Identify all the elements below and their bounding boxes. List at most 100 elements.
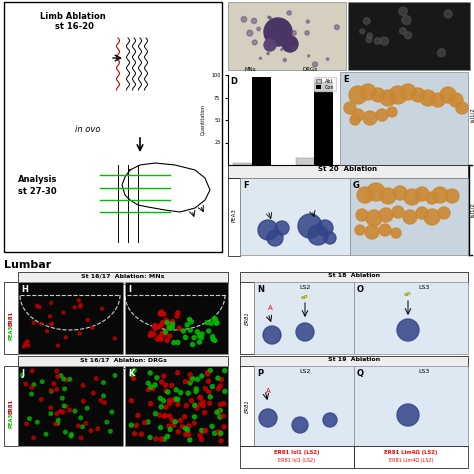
Circle shape (68, 409, 72, 412)
Circle shape (52, 382, 55, 385)
Circle shape (183, 380, 187, 383)
Circle shape (200, 428, 204, 432)
Circle shape (380, 188, 396, 204)
Circle shape (200, 438, 203, 441)
Circle shape (46, 329, 48, 333)
Text: ER81 Isl1 (LS2): ER81 Isl1 (LS2) (279, 458, 316, 463)
Circle shape (366, 210, 382, 226)
Circle shape (159, 437, 164, 441)
Circle shape (50, 301, 53, 304)
Circle shape (56, 419, 60, 422)
Circle shape (415, 187, 429, 201)
Circle shape (176, 311, 180, 315)
Circle shape (281, 49, 283, 51)
Circle shape (176, 371, 180, 374)
Circle shape (64, 336, 67, 339)
Circle shape (292, 417, 308, 433)
Text: ER81 Lim4Ω (LS2): ER81 Lim4Ω (LS2) (384, 450, 438, 455)
Circle shape (149, 331, 153, 335)
Circle shape (113, 374, 117, 377)
Circle shape (188, 318, 191, 321)
Circle shape (391, 228, 401, 238)
Bar (354, 366, 468, 446)
Circle shape (105, 420, 109, 424)
Circle shape (205, 320, 209, 325)
Text: H: H (21, 285, 28, 294)
Circle shape (84, 421, 88, 425)
Bar (254, 282, 354, 354)
Circle shape (308, 55, 310, 57)
Circle shape (251, 18, 256, 24)
Circle shape (366, 37, 372, 43)
Bar (125, 366, 228, 446)
Circle shape (360, 29, 365, 34)
Circle shape (264, 39, 276, 51)
Circle shape (449, 93, 463, 107)
Circle shape (146, 420, 150, 424)
Circle shape (183, 427, 188, 430)
Circle shape (164, 330, 167, 334)
Circle shape (153, 325, 156, 329)
Circle shape (202, 429, 206, 433)
Text: LS3: LS3 (419, 369, 430, 374)
Circle shape (356, 209, 368, 221)
Circle shape (64, 430, 67, 434)
Circle shape (170, 383, 173, 388)
Circle shape (305, 31, 309, 35)
Circle shape (215, 321, 219, 325)
Circle shape (184, 404, 188, 408)
Circle shape (214, 321, 219, 325)
Circle shape (195, 406, 199, 410)
Circle shape (179, 391, 182, 394)
Circle shape (210, 384, 214, 389)
Circle shape (203, 428, 208, 432)
Circle shape (79, 416, 82, 419)
Circle shape (312, 62, 318, 67)
Circle shape (173, 420, 177, 424)
Bar (18, 366, 123, 446)
Circle shape (292, 46, 295, 50)
Text: PEA3: PEA3 (231, 208, 237, 222)
Circle shape (364, 18, 370, 25)
Circle shape (411, 88, 425, 102)
Text: St 19  Ablation: St 19 Ablation (328, 357, 380, 362)
Circle shape (79, 436, 83, 440)
Circle shape (32, 383, 36, 386)
Circle shape (102, 394, 105, 398)
Circle shape (426, 192, 438, 204)
Circle shape (444, 10, 452, 18)
Circle shape (130, 373, 134, 376)
Circle shape (50, 323, 53, 326)
Circle shape (44, 432, 48, 436)
Text: Analysis: Analysis (18, 175, 57, 184)
Circle shape (192, 415, 197, 419)
Circle shape (167, 399, 172, 402)
Circle shape (148, 371, 152, 375)
Circle shape (158, 312, 162, 316)
Circle shape (363, 111, 377, 125)
Circle shape (400, 84, 416, 100)
Circle shape (186, 428, 190, 432)
Circle shape (177, 326, 181, 330)
Circle shape (162, 414, 166, 418)
Circle shape (216, 410, 220, 414)
Circle shape (181, 425, 184, 428)
Circle shape (157, 413, 162, 417)
Circle shape (164, 389, 168, 393)
Circle shape (397, 404, 419, 426)
Circle shape (153, 324, 157, 328)
Circle shape (203, 410, 207, 415)
Bar (254, 366, 354, 446)
Circle shape (213, 317, 218, 321)
Circle shape (203, 387, 208, 391)
Text: Q: Q (357, 369, 364, 378)
Text: ER81: ER81 (9, 398, 13, 414)
Circle shape (155, 325, 159, 329)
Circle shape (392, 206, 404, 218)
Circle shape (219, 402, 222, 407)
Text: St 16/17  Ablation: MNs: St 16/17 Ablation: MNs (82, 273, 164, 278)
Circle shape (192, 336, 196, 340)
Circle shape (30, 386, 34, 389)
Circle shape (26, 340, 29, 343)
Circle shape (188, 373, 192, 377)
